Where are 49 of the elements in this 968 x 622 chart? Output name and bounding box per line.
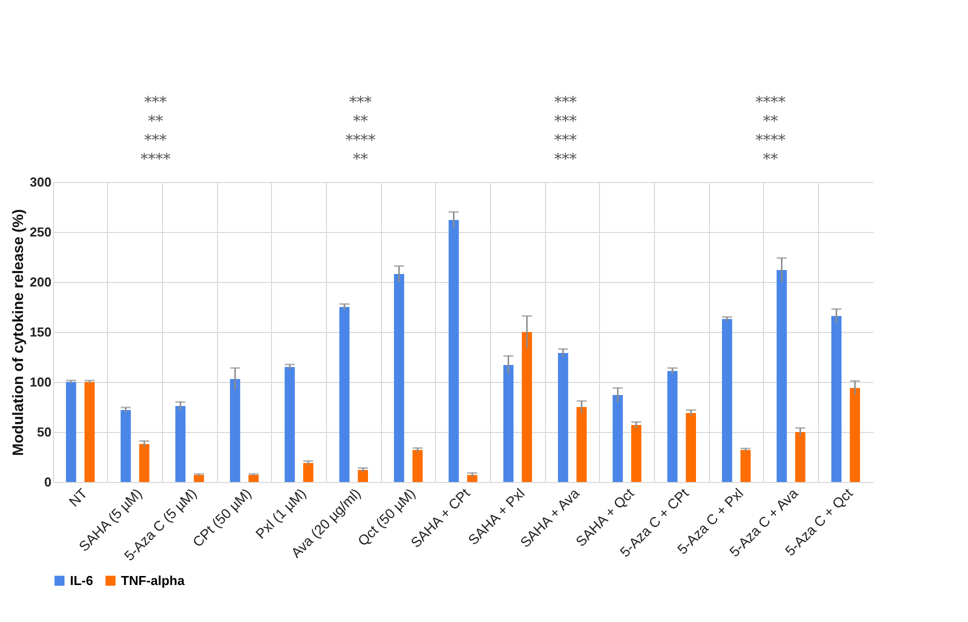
text: *** <box>554 112 578 130</box>
bar <box>612 395 623 482</box>
y-axis-title: Modulation of cytokine release (%) <box>10 209 27 456</box>
text: *** <box>144 93 168 111</box>
legend-label: TNF-alpha <box>121 572 186 588</box>
y-tick-label: 100 <box>30 374 52 390</box>
bar <box>631 425 642 482</box>
y-tick-label: 150 <box>30 324 52 340</box>
bar <box>850 388 860 482</box>
text: **** <box>756 93 786 111</box>
text: *** <box>554 150 578 168</box>
text: ** <box>763 150 778 168</box>
text: ** <box>763 112 778 130</box>
bar <box>503 365 514 482</box>
text: **** <box>346 131 376 149</box>
bar <box>558 353 568 482</box>
bar <box>120 410 131 482</box>
bar <box>776 270 787 482</box>
bar <box>394 274 404 482</box>
y-tick-label: 250 <box>30 224 52 240</box>
bar <box>175 406 186 482</box>
bar <box>522 332 532 482</box>
bar <box>230 379 240 482</box>
bar <box>284 367 295 482</box>
text: *** <box>554 93 578 111</box>
y-tick-label: 50 <box>37 424 52 440</box>
text: **** <box>140 150 171 168</box>
bar <box>248 475 259 482</box>
y-tick-label: 200 <box>30 274 52 290</box>
text: ** <box>353 150 368 168</box>
bar <box>194 475 204 482</box>
y-tick-label: 0 <box>44 474 52 490</box>
y-tick-label: 300 <box>30 174 52 190</box>
bar <box>667 371 678 482</box>
x-tick-label: NT <box>66 484 91 510</box>
bar <box>795 432 806 482</box>
text: *** <box>144 131 168 149</box>
legend-label: IL-6 <box>70 572 94 588</box>
bar <box>339 307 350 482</box>
bar <box>139 444 150 482</box>
bar <box>448 220 459 482</box>
bar <box>831 316 842 482</box>
text: *** <box>554 131 578 149</box>
text: ** <box>148 112 164 130</box>
bar <box>686 413 696 482</box>
bar <box>576 407 587 482</box>
text: **** <box>756 131 786 149</box>
text: ** <box>353 112 368 130</box>
text: *** <box>349 93 372 111</box>
